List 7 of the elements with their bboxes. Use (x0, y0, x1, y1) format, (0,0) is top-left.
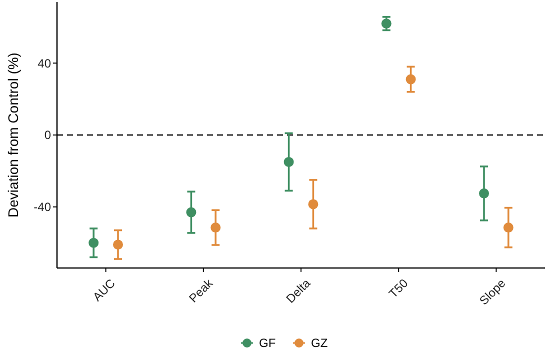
legend-label: GZ (311, 336, 328, 350)
legend-label: GF (259, 336, 276, 350)
y-tick-label: 0 (44, 128, 52, 142)
x-tick-label: T50 (386, 276, 411, 301)
y-tick-label: -40 (34, 200, 52, 214)
y-axis-title: Deviation from Control (%) (5, 52, 21, 218)
y-tick-label: 40 (38, 56, 52, 70)
